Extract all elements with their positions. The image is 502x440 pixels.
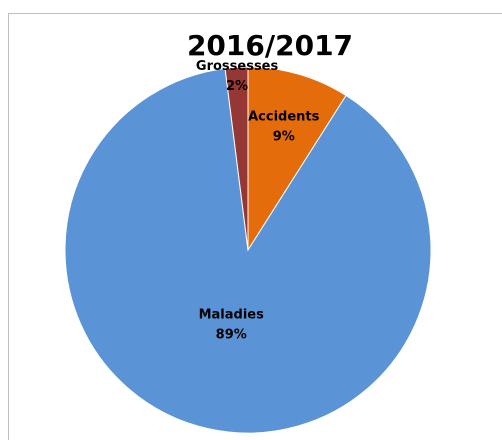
pie-slice — [224, 66, 249, 251]
slice-value-label: 9% — [273, 129, 295, 144]
chart-title: 2016/2017 — [187, 29, 353, 62]
slice-value-label: 2% — [226, 79, 248, 94]
slice-label: Grossesses — [196, 59, 279, 74]
pie-slice — [247, 66, 347, 252]
slice-label: Accidents — [248, 109, 320, 124]
slice-label: Maladies — [199, 308, 265, 323]
pie-slice — [64, 67, 432, 434]
slice-value-label: 89% — [216, 328, 247, 343]
